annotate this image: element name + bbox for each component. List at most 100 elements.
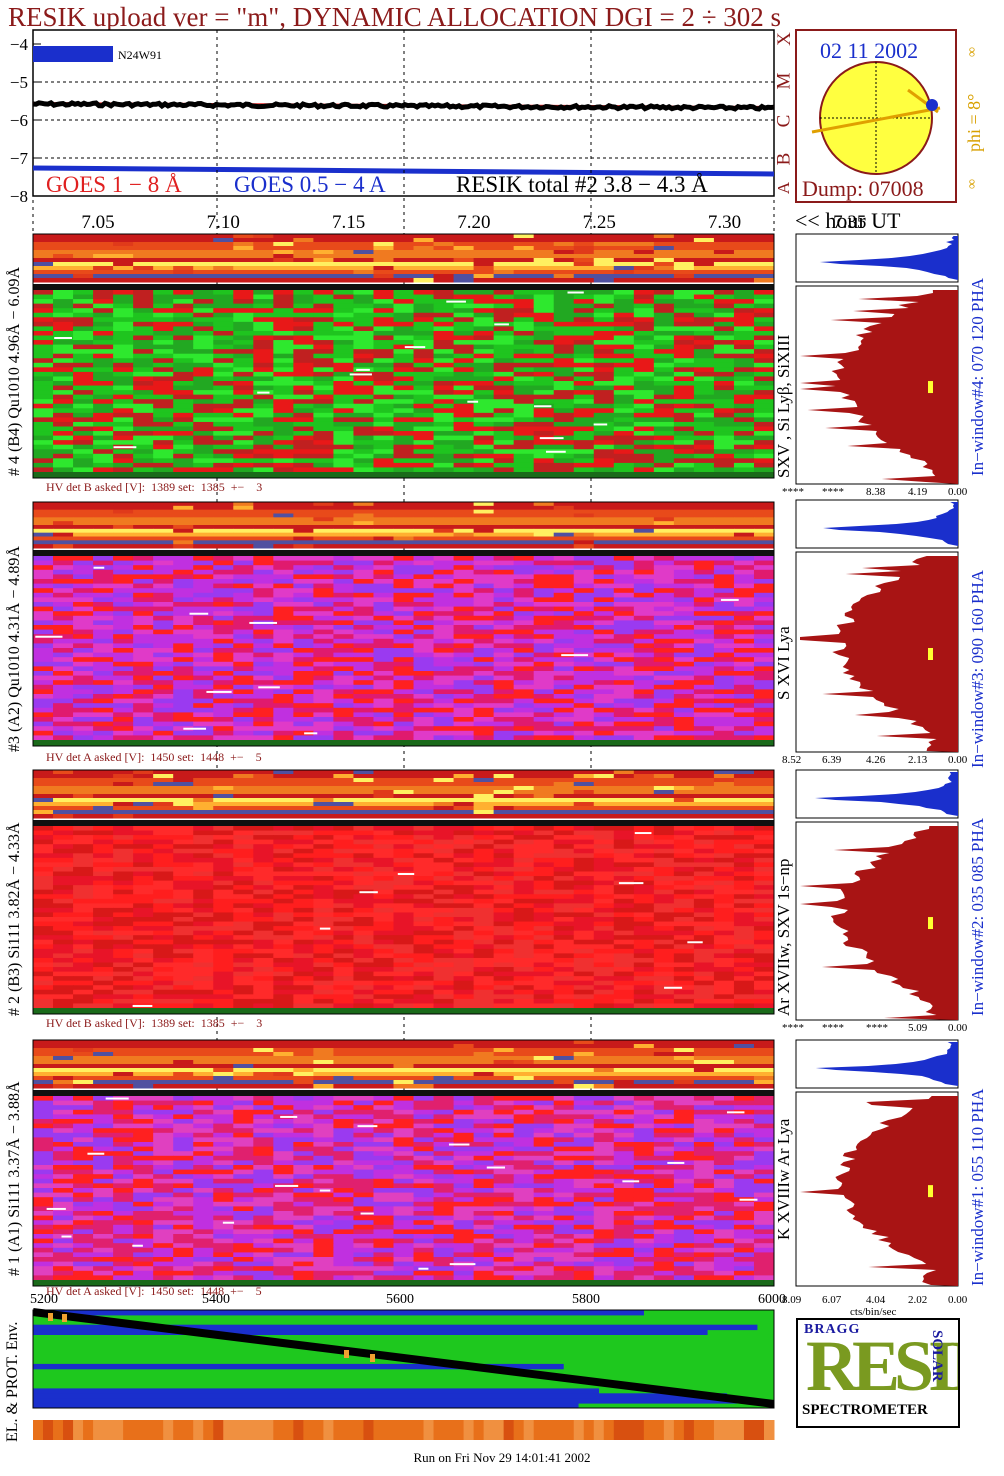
- spectrum-cell: [513, 885, 535, 891]
- spectrum-cell: [373, 898, 394, 904]
- spectrum-cell: [193, 421, 214, 427]
- spectrum-cell: [413, 857, 435, 863]
- spectrum-top-cell: [233, 536, 254, 541]
- spectrum-top-cell: [553, 274, 575, 279]
- spectrum-cell: [273, 408, 294, 414]
- spectrum-cell: [453, 680, 475, 686]
- spectrum-cell: [653, 684, 675, 690]
- spectrum-top-cell: [653, 505, 675, 511]
- spectrum-cell: [153, 565, 174, 571]
- spectrum-cell: [313, 689, 334, 695]
- spectrum-top-cell: [693, 246, 715, 251]
- spectrum-cell: [213, 565, 234, 571]
- spectrum-cell: [693, 574, 715, 580]
- spectrum-cell: [733, 652, 755, 658]
- spectrum-top-cell: [73, 234, 94, 239]
- spectrum-top-cell: [93, 810, 114, 815]
- spectrum-cell: [453, 326, 475, 332]
- spectrum-cell: [573, 362, 595, 368]
- spectrum-cell: [373, 648, 394, 654]
- spectrum-top-cell: [473, 242, 495, 247]
- spectrum-cell: [453, 426, 475, 432]
- spectrum-cell: [333, 326, 354, 332]
- spectrum-top-cell: [333, 810, 354, 815]
- spectrum-cell: [113, 408, 134, 414]
- spectrum-top-cell: [373, 794, 394, 799]
- spectrum-cell: [293, 712, 314, 718]
- spectrum-top-cell: [393, 790, 415, 795]
- spectrum-cell: [653, 312, 675, 318]
- spectrum-cell: [733, 721, 755, 727]
- spectrum-cell: [93, 312, 114, 318]
- spectrum-cell: [333, 871, 354, 877]
- spectrum-cell: [313, 335, 334, 341]
- spectrum-top-cell: [373, 525, 394, 530]
- spectrum-top-cell: [493, 774, 515, 779]
- spectrum-cell: [433, 556, 455, 562]
- spectrum-cell: [733, 671, 755, 677]
- spectrum-cell: [693, 449, 715, 455]
- spectrum-cell: [373, 592, 394, 598]
- spectrum-cell: [133, 707, 154, 713]
- spectrum-cell: [33, 440, 54, 446]
- spectrum-top-cell: [393, 540, 415, 545]
- spectrum-cell: [373, 435, 394, 441]
- spectrum-top-cell: [73, 250, 94, 255]
- spectrum-cell: [173, 317, 194, 323]
- spectrum-cell: [233, 353, 254, 359]
- spectrum-cell: [593, 440, 615, 446]
- spectrum-cell: [153, 294, 174, 300]
- spectrum-top-cell: [253, 505, 274, 511]
- spectrum-cell: [153, 848, 174, 854]
- spectrum-top-cell: [573, 258, 595, 263]
- spectrum-cell: [453, 648, 475, 654]
- spectrum-cell: [53, 435, 74, 441]
- spectrum-cell: [33, 408, 54, 414]
- spectrum-cell: [53, 358, 74, 364]
- spectrum-cell: [73, 857, 94, 863]
- spectrum-cell: [373, 606, 394, 612]
- spectrum-cell: [573, 308, 595, 314]
- spectrum-top-cell: [233, 262, 254, 267]
- spectrum-top-cell: [133, 250, 154, 255]
- spectrum-cell: [473, 390, 495, 396]
- spectrum-top-cell: [193, 521, 214, 526]
- spectrum-bright-pixel: [618, 882, 644, 885]
- spectrum-cell: [453, 353, 475, 359]
- spectrum-cell: [153, 340, 174, 346]
- spectrum-top-cell: [593, 798, 615, 803]
- spectrum-cell: [153, 615, 174, 621]
- spectrum-cell: [413, 303, 435, 309]
- spectrum-cell: [293, 880, 314, 886]
- spectrum-top-cell: [633, 790, 655, 795]
- spectrum-top-cell: [193, 774, 214, 779]
- spectrum-cell: [453, 574, 475, 580]
- spectrum-cell: [253, 898, 274, 904]
- spectrum-cell: [193, 353, 214, 359]
- spectrum-cell: [693, 335, 715, 341]
- spectrum-top-cell: [653, 262, 675, 267]
- spectrum-cell: [153, 303, 174, 309]
- spectrum-top-cell: [553, 509, 575, 514]
- spectrum-cell: [273, 431, 294, 437]
- spectrum-top-cell: [513, 521, 535, 526]
- spectrum-cell: [473, 661, 495, 667]
- spectrum-cell: [353, 583, 374, 589]
- spectrum-cell: [153, 435, 174, 441]
- spectrum-top-cell: [273, 521, 294, 526]
- spectrum-top-cell: [653, 525, 675, 530]
- spectrum-cell: [553, 671, 575, 677]
- spectrum-cell: [193, 606, 214, 612]
- spectrum-cell: [553, 362, 575, 368]
- spectrum-cell: [593, 299, 615, 305]
- spectrum-cell: [193, 308, 214, 314]
- spectrum-top-cell: [73, 254, 94, 259]
- spectrum-cell: [413, 894, 435, 900]
- spectrum-cell: [253, 857, 274, 863]
- spectrum-cell: [493, 638, 515, 644]
- spectrum-cell: [233, 880, 254, 886]
- spectrum-cell: [693, 880, 715, 886]
- spectrum-cell: [653, 431, 675, 437]
- spectrum-cell: [513, 358, 535, 364]
- spectrum-cell: [33, 574, 54, 580]
